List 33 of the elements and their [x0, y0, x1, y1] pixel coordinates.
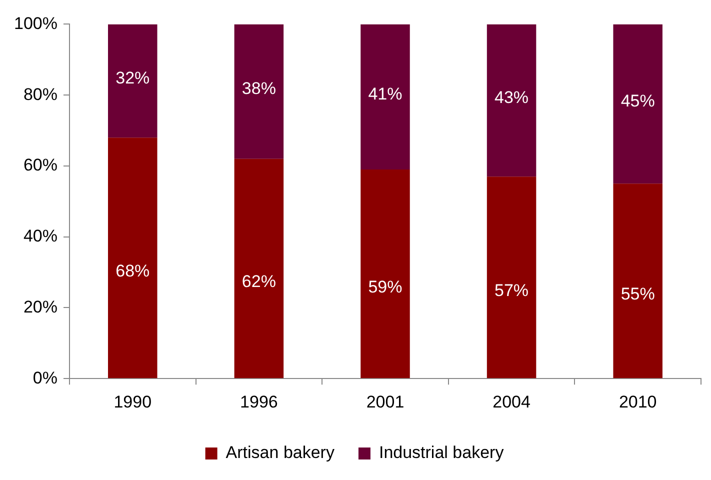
- data-label: 41%: [368, 84, 402, 104]
- data-label: 32%: [116, 68, 150, 88]
- data-label: 57%: [494, 281, 529, 300]
- data-label: 68%: [116, 262, 150, 281]
- bar: [486, 176, 536, 378]
- data-label: 38%: [242, 79, 276, 98]
- bar: [613, 24, 662, 184]
- bar: [486, 24, 536, 177]
- bar: [613, 184, 662, 378]
- y-tick-label: 100%: [14, 14, 58, 33]
- y-tick-label: 80%: [23, 84, 58, 104]
- bar: [234, 24, 284, 159]
- data-label: 59%: [368, 277, 402, 296]
- y-tick-label: 60%: [23, 156, 58, 175]
- x-tick-label: 2010: [618, 392, 657, 412]
- bar: [108, 24, 158, 138]
- data-label: 55%: [620, 284, 655, 304]
- bar: [108, 138, 158, 378]
- x-tick-label: 2004: [492, 392, 530, 412]
- y-tick-label: 20%: [23, 297, 58, 316]
- x-tick-label: 2001: [366, 392, 404, 412]
- x-tick-label: 1996: [240, 392, 278, 412]
- y-tick-label: 0%: [32, 368, 58, 388]
- data-label: 62%: [242, 272, 276, 292]
- legend-label: Artisan bakery: [226, 443, 335, 462]
- bar: [360, 170, 410, 378]
- bar: [234, 158, 284, 378]
- legend-label: Industrial bakery: [378, 443, 504, 462]
- data-label: 45%: [620, 92, 655, 111]
- data-label: 43%: [494, 88, 529, 108]
- x-tick-label: 1990: [114, 392, 152, 412]
- y-tick-label: 40%: [23, 226, 58, 246]
- bar: [360, 24, 410, 170]
